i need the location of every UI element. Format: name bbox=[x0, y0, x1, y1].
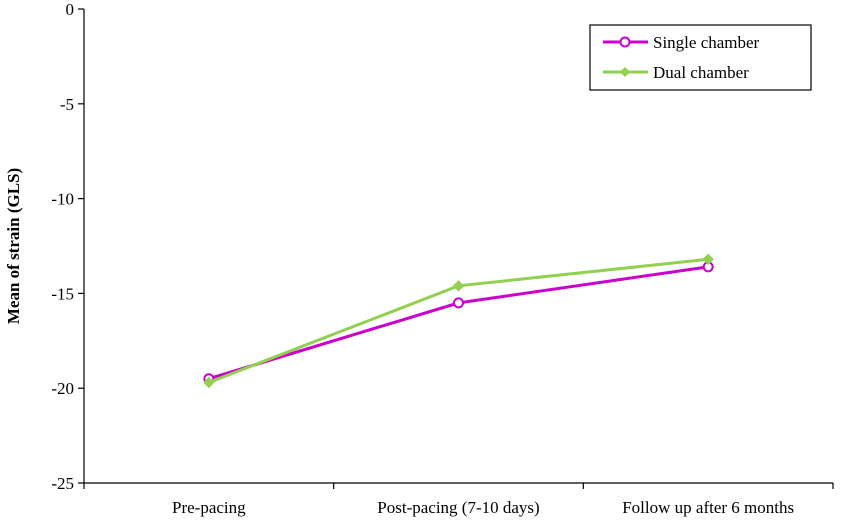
data-point bbox=[702, 253, 714, 265]
legend-marker bbox=[619, 36, 631, 48]
legend-item: Dual chamber bbox=[603, 63, 749, 82]
y-axis: 0 -5 -10 -15 -20 -25 bbox=[51, 0, 85, 493]
x-tick-label: Post-pacing (7-10 days) bbox=[377, 498, 539, 517]
data-point bbox=[452, 280, 465, 292]
x-tick-label: Pre-pacing bbox=[172, 498, 246, 517]
legend-label: Single chamber bbox=[653, 33, 760, 52]
data-point bbox=[203, 376, 215, 389]
legend-label: Dual chamber bbox=[653, 63, 749, 82]
y-tick-label: 0 bbox=[66, 0, 75, 19]
y-axis-title: Mean of strain (GLS) bbox=[4, 168, 23, 324]
y-tick-label: -20 bbox=[51, 379, 74, 398]
y-tick-label: -25 bbox=[51, 474, 74, 493]
y-tick-label: -15 bbox=[51, 284, 74, 303]
legend: Single chamber Dual chamber bbox=[589, 24, 812, 91]
series-layer bbox=[203, 253, 714, 389]
y-tick-label: -5 bbox=[60, 95, 74, 114]
x-tick-label: Follow up after 6 months bbox=[622, 498, 794, 517]
legend-box bbox=[589, 24, 812, 91]
legend-marker bbox=[620, 67, 630, 77]
legend-item: Single chamber bbox=[603, 33, 760, 52]
y-tick-label: -10 bbox=[51, 190, 74, 209]
data-point bbox=[453, 297, 464, 309]
series-dual-chamber bbox=[203, 253, 714, 389]
series-single-chamber bbox=[203, 261, 714, 385]
x-axis: Pre-pacing Post-pacing (7-10 days) Follow … bbox=[83, 482, 834, 517]
